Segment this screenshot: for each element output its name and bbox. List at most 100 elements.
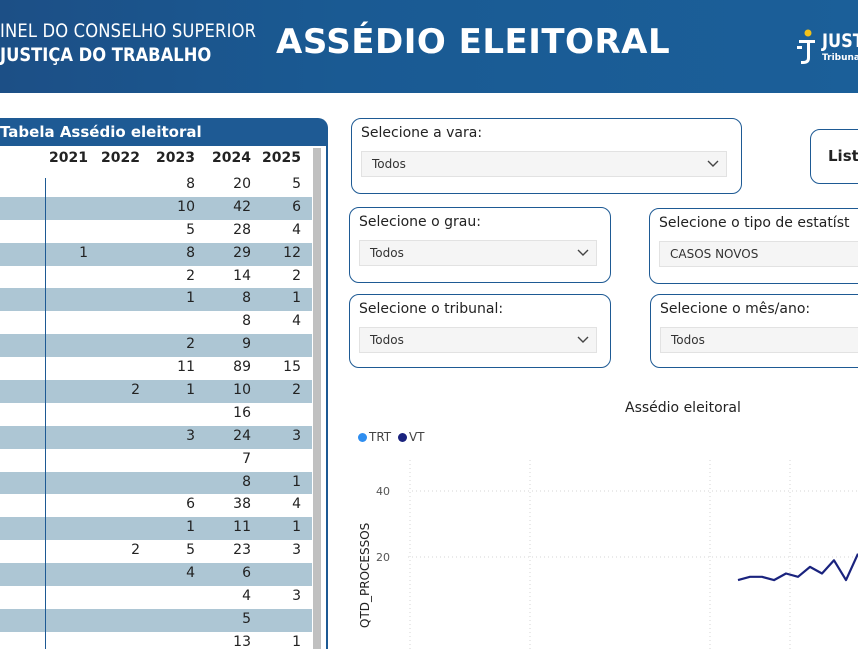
table-row[interactable]: 1 8 1 [0, 288, 312, 312]
table-cell: 1 [292, 473, 301, 490]
table-cell: 10 [233, 382, 251, 399]
legend-label-vt: VT [408, 430, 425, 444]
table-cell: 6 [242, 565, 251, 582]
table-panel: Tabela Assédio eleitoral 2021 2022 20 2 3 … [0, 118, 328, 649]
table-cell: 1 [186, 519, 195, 536]
table-cell: 1 [186, 290, 195, 307]
table-row[interactable]: 8 20 5 [0, 174, 312, 197]
slicer-vara: Selecione a vara: Todos [351, 118, 742, 194]
table-cell: 1 [186, 382, 195, 399]
table-row[interactable]: 5 28 4 [0, 220, 312, 243]
lista-card[interactable]: List [810, 129, 858, 184]
y-tick-label: 40 [376, 485, 390, 498]
table-cell: 4 [292, 496, 301, 513]
tribunal-dropdown-value: Todos [370, 333, 404, 347]
table-row[interactable]: 16 [0, 403, 312, 426]
table-cell: 5 [186, 542, 195, 559]
table-cell: 12 [283, 244, 301, 261]
justice-figure-icon [797, 29, 815, 64]
table-cell: 29 [233, 244, 251, 261]
table-cell: 16 [233, 404, 251, 421]
table-cell: 2 [292, 267, 301, 284]
table-row[interactable]: 6 38 4 [0, 494, 312, 517]
table-cell: 8 [242, 473, 251, 490]
brand-title: INEL DO CONSELHO SUPERIOR JUSTIÇA DO TRA… [0, 20, 298, 66]
tribunal-dropdown[interactable]: Todos [359, 327, 597, 353]
table-title: Tabela Assédio eleitoral [0, 123, 202, 141]
slicer-tipo-estatistica: Selecione o tipo de estatíst CASOS NOVOS [649, 208, 858, 284]
table-cell: 3 [292, 427, 301, 444]
brand-line2: JUSTIÇA DO TRABALHO [0, 44, 212, 66]
table-cell: 7 [242, 450, 251, 467]
table-row[interactable]: 7 [0, 449, 312, 472]
table-cell: 8 [242, 290, 251, 307]
table-row[interactable]: 3 24 3 [0, 425, 312, 449]
table-cell: 38 [233, 496, 251, 513]
slicer-mes-ano: Selecione o mês/ano: Todos [650, 294, 858, 368]
slicer-tribunal: Selecione o tribunal: Todos [349, 294, 611, 368]
table-cell: 2 [131, 382, 140, 399]
table-row[interactable]: 2 14 2 [0, 266, 312, 289]
mes-dropdown[interactable]: Todos [660, 327, 858, 353]
col-header-2024[interactable]: 2024 [212, 150, 251, 166]
legend-item-vt[interactable]: VT [395, 430, 425, 444]
tipo-dropdown-value: CASOS NOVOS [670, 247, 759, 261]
table-row[interactable]: 10 42 6 [0, 196, 312, 220]
slicer-vara-label: Selecione a vara: [361, 125, 483, 141]
table-cell: 4 [186, 565, 195, 582]
vara-dropdown[interactable]: Todos [361, 151, 727, 177]
header-banner: INEL DO CONSELHO SUPERIOR JUSTIÇA DO TRA… [0, 0, 858, 93]
table-cell: 1 [79, 244, 88, 261]
table-cell: 11 [177, 359, 195, 376]
col-header-2021[interactable]: 2021 [49, 150, 88, 166]
grau-dropdown[interactable]: Todos [359, 240, 597, 266]
col-header-2025[interactable]: 2025 [262, 150, 301, 166]
chevron-down-icon [707, 160, 719, 167]
table-cell: 24 [233, 427, 251, 444]
table-row[interactable]: 1 8 29 12 [0, 242, 312, 266]
legend-label-trt: TRT [369, 430, 392, 444]
table-row[interactable]: 2 5 23 3 [0, 540, 312, 563]
chevron-down-icon [577, 336, 589, 343]
legend-dot-vt [397, 433, 407, 442]
slicer-grau: Selecione o grau: Todos [349, 207, 611, 283]
table-cell: 15 [283, 359, 301, 376]
slicer-grau-label: Selecione o grau: [359, 214, 481, 230]
table-row[interactable]: 11 89 15 [0, 357, 312, 380]
legend-item-trt[interactable]: TRT [358, 430, 391, 444]
table-cell: 42 [233, 198, 251, 215]
justica-logo: JUST Tribuna [795, 28, 858, 72]
table-cell: 4 [242, 588, 251, 605]
column-divider [45, 178, 46, 649]
y-tick-label: 20 [376, 551, 390, 564]
col-header-2023[interactable]: 2023 [156, 150, 195, 166]
table-cell: 3 [186, 427, 195, 444]
table-cell: 1 [292, 290, 301, 307]
legend-dot-trt [358, 433, 367, 442]
chevron-down-icon [577, 249, 589, 256]
table-scrollbar-thumb[interactable] [313, 148, 321, 649]
table-cell: 1 [292, 633, 301, 649]
table-row[interactable]: 5 [0, 608, 312, 632]
table-cell: 4 [292, 313, 301, 330]
table-row[interactable]: 2 1 10 2 [0, 380, 312, 403]
col-header-2022[interactable]: 2022 [101, 150, 140, 166]
table-row[interactable]: 1 11 1 [0, 517, 312, 541]
table-cell: 23 [233, 542, 251, 559]
table-cell: 14 [233, 267, 251, 284]
table-cell: 2 [186, 267, 195, 284]
tipo-dropdown[interactable]: CASOS NOVOS [659, 241, 858, 267]
table-body: 8 20 5 10 42 6 5 28 4 1 8 29 12 2 14 2 1 8 1 8 4 2 9 11 89 15 2 1 10… [0, 174, 312, 649]
table-cell: 89 [233, 359, 251, 376]
table-cell: 5 [292, 176, 301, 192]
table-row[interactable]: 13 1 [0, 632, 312, 649]
table-cell: 8 [242, 313, 251, 330]
logo-subtext: Tribuna [822, 53, 858, 63]
table-cell: 13 [233, 633, 251, 649]
series-line-vt [737, 553, 858, 582]
